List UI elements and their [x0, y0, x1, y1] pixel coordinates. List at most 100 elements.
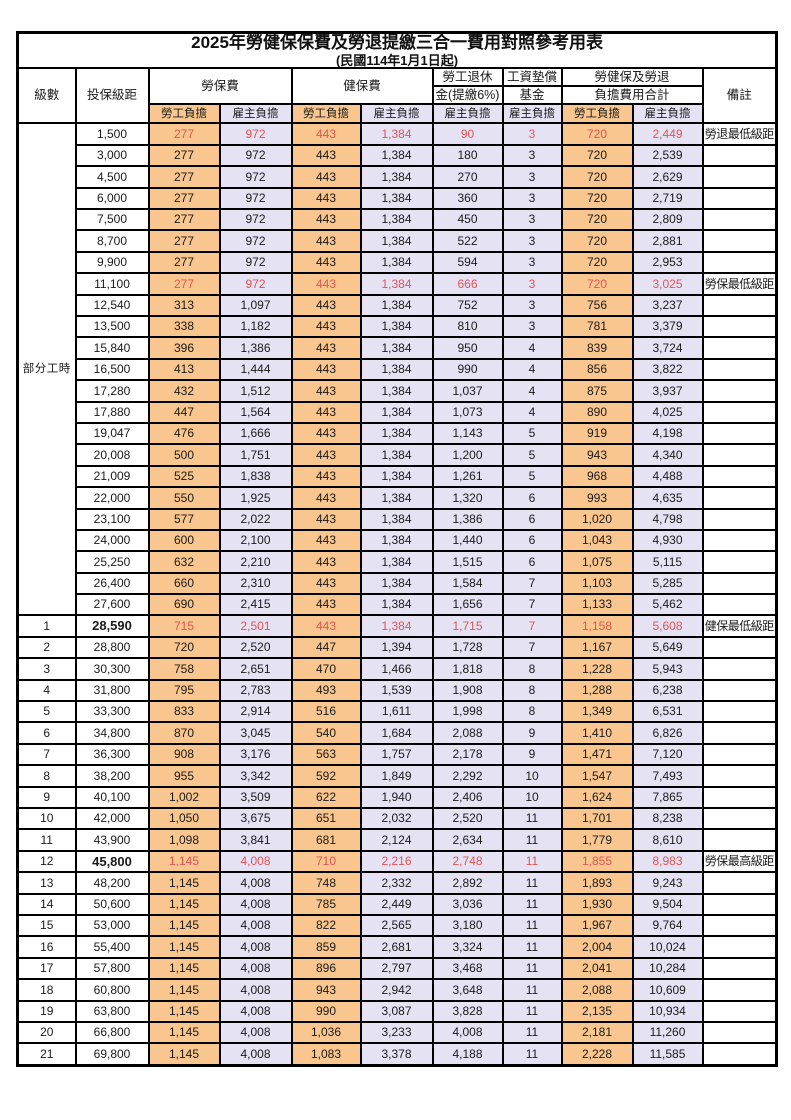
labor-insurance-employer-cell: 4,008	[218, 978, 293, 1002]
total-employee-cell: 756	[560, 293, 634, 318]
table-row: 7,500 277 972 443 1,384 450 3 720 2,809	[18, 208, 778, 232]
bracket-cell: 34,800	[74, 721, 150, 745]
labor-insurance-employer-cell: 3,675	[218, 806, 293, 831]
wage-fund-employer-cell: 11	[501, 956, 563, 981]
labor-insurance-employer-cell: 2,520	[218, 635, 293, 660]
pension-employer-cell: 2,088	[431, 721, 504, 745]
total-employer-cell: 10,609	[631, 978, 704, 1002]
table-row: 19 63,800 1,145 4,008 990 3,087 3,828 11 2,135 10…	[16, 999, 778, 1023]
labor-insurance-employer-cell: 1,512	[218, 379, 293, 403]
remark-cell	[701, 978, 778, 1002]
header-pension-line2: 金(提繳6%)	[431, 85, 504, 106]
total-employer-cell: 3,937	[631, 379, 704, 403]
total-employer-cell: 5,943	[631, 657, 704, 681]
total-employee-cell: 2,041	[560, 956, 634, 981]
labor-insurance-employer-cell: 972	[218, 143, 293, 168]
bracket-cell: 16,500	[74, 357, 150, 382]
wage-fund-employer-cell: 11	[501, 871, 563, 895]
total-employee-cell: 1,930	[560, 892, 634, 916]
subheader-total-employee: 勞工負擔	[560, 103, 634, 125]
health-insurance-employee-cell: 443	[290, 379, 362, 403]
total-employee-cell: 890	[560, 400, 634, 424]
health-insurance-employer-cell: 3,378	[359, 1042, 434, 1067]
subheader-total-employer: 雇主負擔	[631, 103, 704, 125]
wage-fund-employer-cell: 4	[501, 400, 563, 424]
total-employee-cell: 943	[560, 443, 634, 467]
total-employer-cell: 4,488	[631, 464, 704, 489]
pension-employer-cell: 270	[431, 165, 504, 189]
table-row: 11,100 277 972 443 1,384 666 3 720 3,025 勞保最低級距	[18, 272, 778, 296]
labor-insurance-employee-cell: 313	[147, 293, 221, 318]
total-employee-cell: 1,547	[560, 764, 634, 788]
labor-insurance-employee-cell: 1,145	[147, 871, 221, 895]
pension-employer-cell: 180	[431, 143, 504, 168]
health-insurance-employee-cell: 443	[290, 571, 362, 596]
level-cell: 2	[16, 635, 77, 660]
wage-fund-employer-cell: 4	[501, 357, 563, 382]
table-row: 12 45,800 1,145 4,008 710 2,216 2,748 11 1,855 8,…	[16, 849, 778, 874]
health-insurance-employee-cell: 563	[290, 742, 362, 767]
pension-employer-cell: 2,634	[431, 828, 504, 852]
wage-fund-employer-cell: 10	[501, 764, 563, 788]
health-insurance-employee-cell: 443	[290, 293, 362, 318]
bracket-cell: 20,008	[74, 443, 150, 467]
labor-insurance-employee-cell: 577	[147, 507, 221, 531]
bracket-cell: 33,300	[74, 700, 150, 724]
wage-fund-employer-cell: 5	[501, 464, 563, 489]
total-employee-cell: 720	[560, 186, 634, 211]
level-cell: 14	[16, 892, 77, 916]
level-cell: 20	[16, 1020, 77, 1045]
health-insurance-employee-cell: 443	[290, 421, 362, 446]
remark-cell	[701, 208, 778, 232]
wage-fund-employer-cell: 3	[501, 165, 563, 189]
labor-insurance-employee-cell: 690	[147, 593, 221, 617]
total-employer-cell: 3,237	[631, 293, 704, 318]
table-row: 12,540 313 1,097 443 1,384 752 3 756 3,237	[18, 293, 778, 318]
total-employee-cell: 720	[560, 229, 634, 253]
pension-employer-cell: 3,648	[431, 978, 504, 1002]
level-cell: 4	[16, 678, 77, 703]
pension-employer-cell: 4,008	[431, 1020, 504, 1045]
health-insurance-employee-cell: 443	[290, 336, 362, 360]
health-insurance-employer-cell: 1,384	[359, 250, 434, 275]
health-insurance-employer-cell: 1,384	[359, 571, 434, 596]
level-cell: 13	[16, 871, 77, 895]
total-employee-cell: 720	[560, 165, 634, 189]
health-insurance-employer-cell: 1,394	[359, 635, 434, 660]
health-insurance-employee-cell: 443	[290, 122, 362, 146]
pension-employer-cell: 522	[431, 229, 504, 253]
level-cell: 18	[16, 978, 77, 1002]
labor-insurance-employee-cell: 1,145	[147, 849, 221, 874]
health-insurance-employee-cell: 943	[290, 978, 362, 1002]
health-insurance-employer-cell: 1,384	[359, 486, 434, 510]
health-insurance-employee-cell: 443	[290, 593, 362, 617]
bracket-cell: 55,400	[74, 935, 150, 959]
health-insurance-employer-cell: 1,384	[359, 165, 434, 189]
remark-cell	[701, 486, 778, 510]
bracket-cell: 42,000	[74, 806, 150, 831]
header-pension-line1: 勞工退休	[431, 67, 504, 88]
fee-reference-table: 2025年勞健保保費及勞退提繳三合一費用對照參考用表 (民國114年1月1日起)…	[16, 31, 779, 1067]
bracket-cell: 13,500	[74, 314, 150, 339]
pension-employer-cell: 1,998	[431, 700, 504, 724]
labor-insurance-employer-cell: 972	[218, 208, 293, 232]
labor-insurance-employer-cell: 1,838	[218, 464, 293, 489]
health-insurance-employee-cell: 1,083	[290, 1042, 362, 1067]
pension-employer-cell: 3,324	[431, 935, 504, 959]
wage-fund-employer-cell: 3	[501, 272, 563, 296]
remark-cell	[701, 1042, 778, 1067]
pension-employer-cell: 3,828	[431, 999, 504, 1023]
total-employee-cell: 1,167	[560, 635, 634, 660]
health-insurance-employee-cell: 859	[290, 935, 362, 959]
labor-insurance-employee-cell: 525	[147, 464, 221, 489]
wage-fund-employer-cell: 10	[501, 785, 563, 810]
table-row: 14 50,600 1,145 4,008 785 2,449 3,036 11 1,930 9,…	[16, 892, 778, 916]
pension-employer-cell: 360	[431, 186, 504, 211]
health-insurance-employee-cell: 443	[290, 165, 362, 189]
pension-employer-cell: 1,656	[431, 593, 504, 617]
level-cell: 1	[16, 614, 77, 638]
total-employer-cell: 4,340	[631, 443, 704, 467]
wage-fund-employer-cell: 11	[501, 999, 563, 1023]
health-insurance-employer-cell: 1,384	[359, 314, 434, 339]
level-cell: 3	[16, 657, 77, 681]
